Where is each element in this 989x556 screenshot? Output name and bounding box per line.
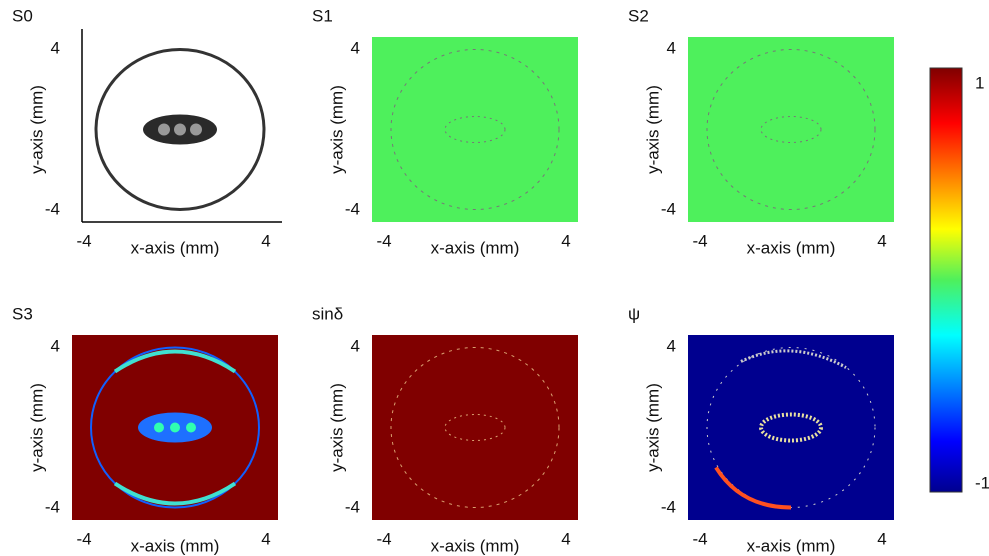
y-tick-label: -4 xyxy=(345,199,360,218)
y-tick-label: 4 xyxy=(351,38,360,57)
x-tick-label: 4 xyxy=(261,231,270,250)
y-axis-label: y-axis (mm) xyxy=(643,383,662,472)
y-axis-label: y-axis (mm) xyxy=(327,85,346,174)
y-tick-label: -4 xyxy=(661,497,676,516)
panel-title: ψ xyxy=(628,304,640,323)
hole xyxy=(158,124,170,136)
x-tick-label: -4 xyxy=(376,529,391,548)
x-axis-label: x-axis (mm) xyxy=(131,238,220,257)
panel-title: S1 xyxy=(312,6,333,25)
image xyxy=(688,335,894,520)
y-tick-label: 4 xyxy=(351,336,360,355)
x-tick-label: -4 xyxy=(692,529,707,548)
x-axis-label: x-axis (mm) xyxy=(747,536,836,555)
image xyxy=(688,37,894,222)
y-tick-label: 4 xyxy=(667,336,676,355)
y-axis-label: y-axis (mm) xyxy=(643,85,662,174)
x-axis-label: x-axis (mm) xyxy=(431,536,520,555)
colorbar-tick-label: -1 xyxy=(975,473,989,492)
x-tick-label: 4 xyxy=(877,231,886,250)
y-tick-label: -4 xyxy=(45,497,60,516)
panel-title: S3 xyxy=(12,304,33,323)
hole xyxy=(154,423,164,433)
panel-title: S2 xyxy=(628,6,649,25)
hole xyxy=(190,124,202,136)
x-axis-label: x-axis (mm) xyxy=(131,536,220,555)
panel-title: sinδ xyxy=(312,304,343,323)
colorbar xyxy=(930,68,962,492)
y-axis-label: y-axis (mm) xyxy=(327,383,346,472)
hole xyxy=(170,423,180,433)
y-axis-label: y-axis (mm) xyxy=(27,383,46,472)
y-tick-label: -4 xyxy=(345,497,360,516)
x-tick-label: -4 xyxy=(376,231,391,250)
x-tick-label: 4 xyxy=(561,231,570,250)
y-tick-label: 4 xyxy=(667,38,676,57)
x-tick-label: -4 xyxy=(692,231,707,250)
y-tick-label: -4 xyxy=(661,199,676,218)
y-tick-label: -4 xyxy=(45,199,60,218)
y-tick-label: 4 xyxy=(51,336,60,355)
hole xyxy=(186,423,196,433)
x-axis-label: x-axis (mm) xyxy=(747,238,836,257)
x-tick-label: -4 xyxy=(76,231,91,250)
x-tick-label: 4 xyxy=(261,529,270,548)
y-tick-label: 4 xyxy=(51,38,60,57)
y-axis-label: y-axis (mm) xyxy=(27,85,46,174)
image xyxy=(372,335,578,520)
image xyxy=(372,37,578,222)
x-tick-label: 4 xyxy=(877,529,886,548)
x-tick-label: 4 xyxy=(561,529,570,548)
panel-title: S0 xyxy=(12,6,33,25)
colorbar-tick-label: 1 xyxy=(975,73,984,92)
hole xyxy=(174,124,186,136)
x-axis-label: x-axis (mm) xyxy=(431,238,520,257)
x-tick-label: -4 xyxy=(76,529,91,548)
figure: S0 -4 4 -4 4 x-axis (mm) y-axis (mm) S1 -4 4 -4 4 x-… xyxy=(0,0,989,556)
